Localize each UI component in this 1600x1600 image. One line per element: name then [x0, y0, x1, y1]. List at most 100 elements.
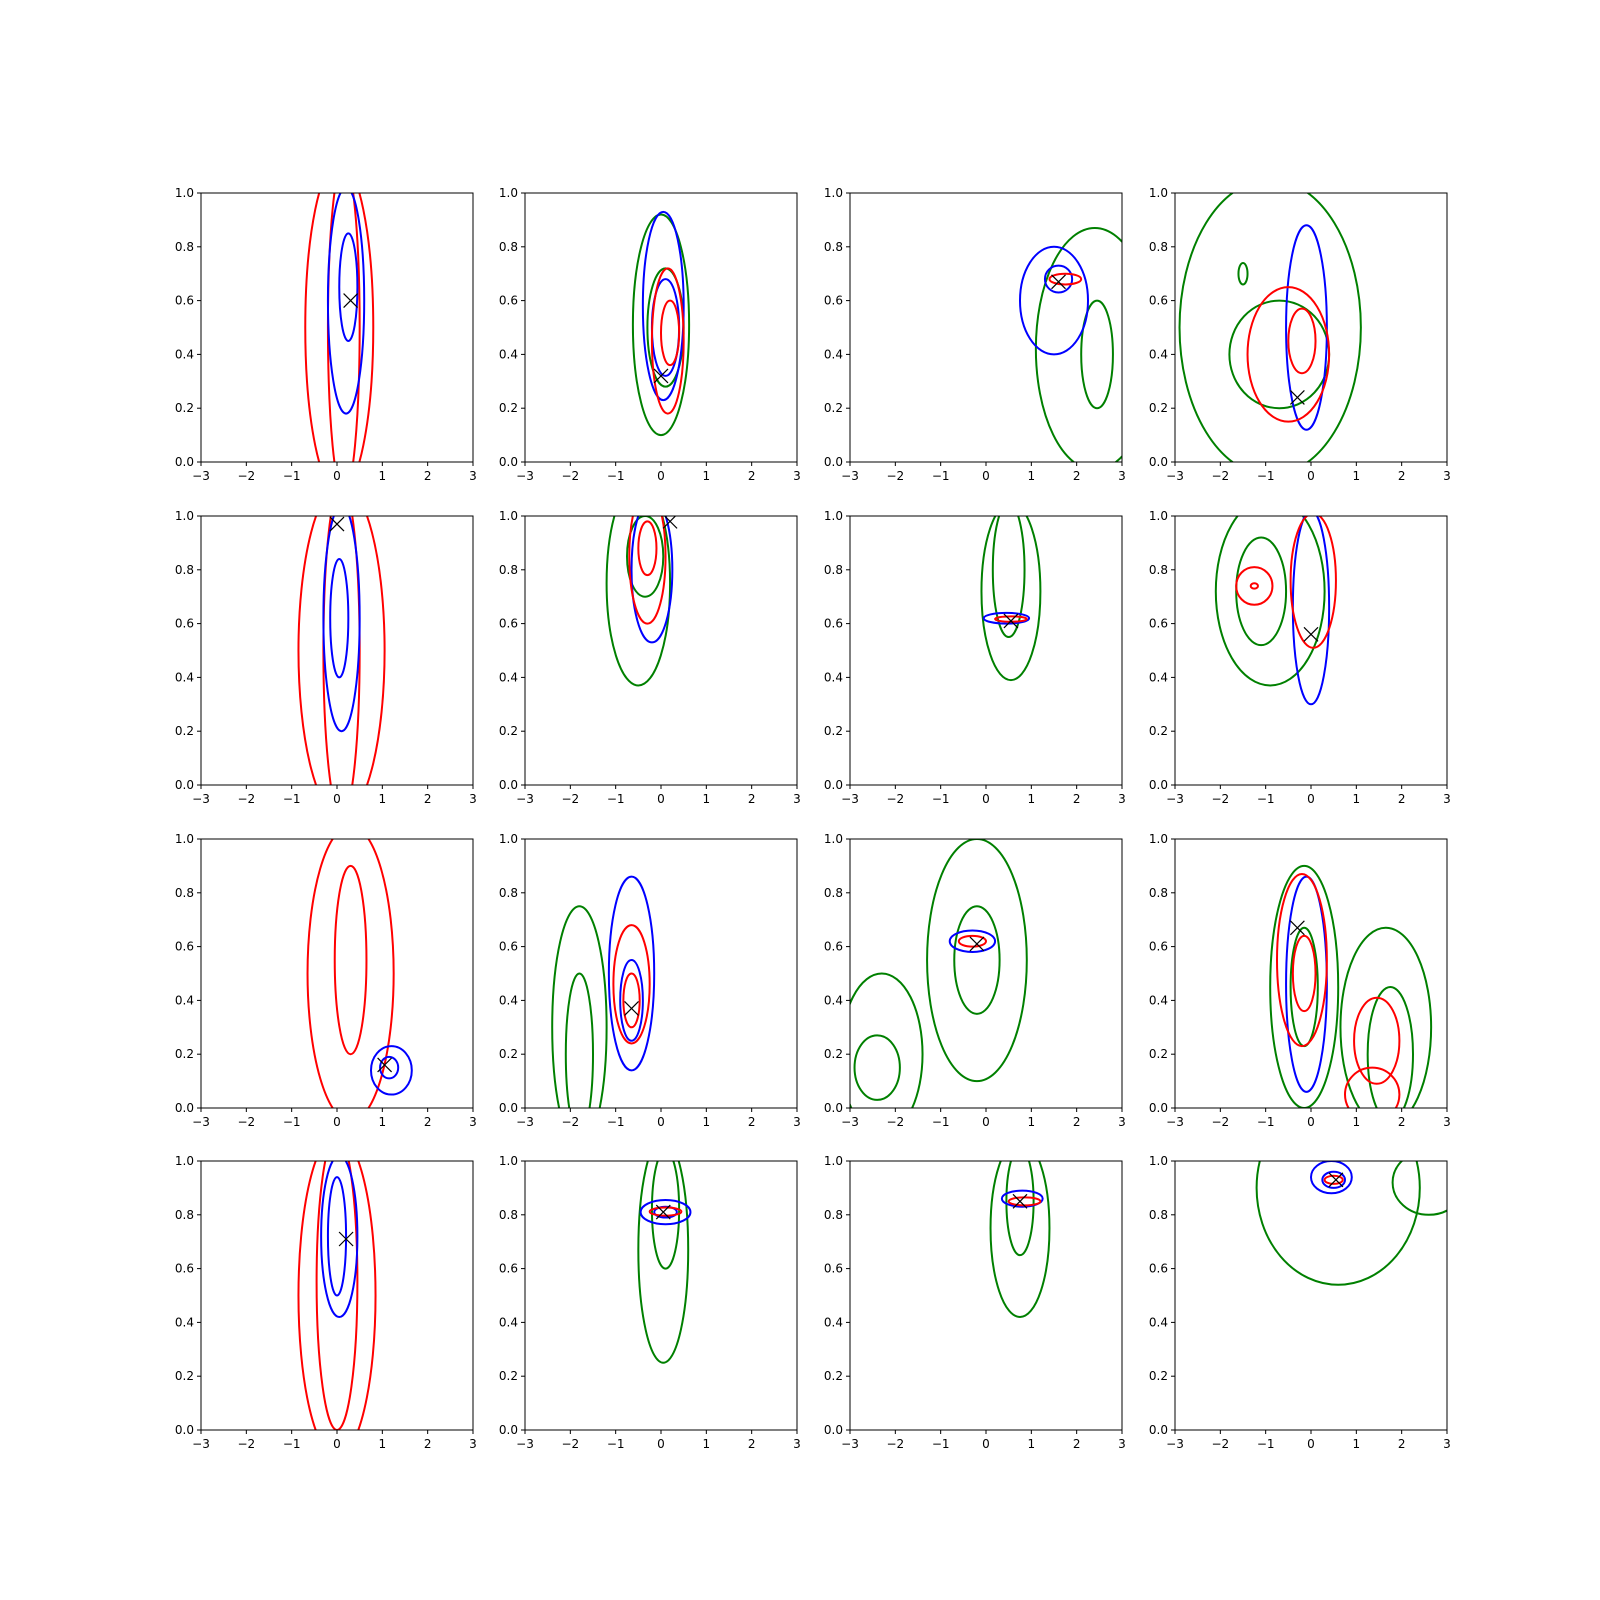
x-tick-label: 1 — [1028, 469, 1036, 483]
x-tick-label: −3 — [1166, 1115, 1184, 1129]
marker-stroke — [1012, 1193, 1028, 1209]
x-tick-label: −1 — [1257, 1437, 1275, 1451]
x-tick-label: 2 — [1073, 1437, 1081, 1451]
true-value-marker — [653, 368, 669, 384]
y-tick-label: 0.4 — [175, 1315, 194, 1329]
y-tick-label: 1.0 — [175, 186, 194, 200]
axes-frame — [849, 192, 1123, 463]
y-tick-label: 1.0 — [1149, 1154, 1168, 1168]
x-tick-label: 2 — [748, 792, 756, 806]
x-tick-label: 1 — [379, 469, 387, 483]
y-tick-label: 1.0 — [175, 832, 194, 846]
contour-red-2 — [333, 864, 368, 1056]
subplot-r1-c4: −3 −2 −1 0 1 2 3 0.0 0.2 0.4 0.6 0.8 1.0 — [1149, 186, 1451, 483]
x-tick-label: 3 — [1443, 469, 1451, 483]
contour-green-3 — [1237, 261, 1249, 286]
contour-green-3 — [1339, 926, 1433, 1108]
y-tick-label: 0.0 — [499, 778, 518, 792]
contour-blue-5 — [1285, 875, 1328, 1093]
marker-stroke — [1003, 613, 1019, 629]
subplot-r1-c2: −3 −2 −1 0 1 2 3 0.0 0.2 0.4 0.6 0.8 1.0 — [499, 186, 801, 483]
contour-red-2 — [315, 1161, 359, 1430]
x-tick-label: 3 — [793, 792, 801, 806]
y-tick-label: 0.0 — [175, 1101, 194, 1115]
plot-area — [297, 516, 386, 785]
y-tick-label: 0.0 — [499, 455, 518, 469]
x-tick-label: −1 — [607, 1115, 625, 1129]
y-tick-label: 0.6 — [499, 294, 518, 308]
x-tick-label: −3 — [841, 792, 859, 806]
y-tick-label: 0.0 — [499, 1423, 518, 1437]
y-tick-label: 0.8 — [175, 240, 194, 254]
contour-green-1 — [926, 839, 1028, 1083]
plot-area — [631, 210, 691, 437]
subplot-r1-c1: −3 −2 −1 0 1 2 3 0.0 0.2 0.4 0.6 0.8 1.0 — [175, 186, 477, 483]
plot-area — [850, 839, 1028, 1108]
x-tick-label: −2 — [886, 792, 904, 806]
contour-blue-4 — [619, 959, 644, 1042]
x-tick-label: −1 — [1257, 1115, 1275, 1129]
x-tick-label: −3 — [1166, 469, 1184, 483]
plot-area — [1269, 864, 1433, 1108]
x-tick-label: −2 — [1211, 1115, 1229, 1129]
x-tick-label: 1 — [1353, 792, 1361, 806]
y-tick-label: 0.8 — [499, 563, 518, 577]
contour-blue-3 — [607, 875, 656, 1072]
x-tick-label: −2 — [561, 792, 579, 806]
x-tick-label: −3 — [192, 1437, 210, 1451]
marker-stroke — [662, 516, 677, 529]
y-tick-label: 1.0 — [499, 832, 518, 846]
y-tick-label: 0.8 — [824, 563, 843, 577]
y-tick-label: 0.2 — [1149, 1369, 1168, 1383]
y-tick-label: 0.4 — [1149, 347, 1168, 361]
subplot-r4-c1: −3 −2 −1 0 1 2 3 0.0 0.2 0.4 0.6 0.8 1.0 — [175, 1154, 477, 1451]
y-tick-label: 1.0 — [1149, 186, 1168, 200]
contour-blue-3 — [322, 516, 361, 733]
x-tick-label: 2 — [748, 469, 756, 483]
y-tick-label: 0.2 — [1149, 724, 1168, 738]
contour-blue-4 — [1321, 1170, 1346, 1189]
contour-red-9 — [1344, 1066, 1401, 1108]
x-tick-label: −1 — [607, 792, 625, 806]
axes-frame — [1174, 515, 1448, 786]
true-value-marker — [1012, 1193, 1028, 1209]
y-tick-label: 0.4 — [499, 670, 518, 684]
y-tick-label: 1.0 — [824, 832, 843, 846]
x-tick-label: 3 — [469, 1437, 477, 1451]
x-tick-label: −2 — [886, 1437, 904, 1451]
x-tick-label: −2 — [561, 1115, 579, 1129]
x-tick-label: 3 — [793, 1115, 801, 1129]
y-tick-label: 0.8 — [1149, 563, 1168, 577]
true-value-marker — [343, 293, 359, 309]
y-tick-label: 0.6 — [824, 617, 843, 631]
x-tick-label: −1 — [1257, 792, 1275, 806]
axes-frame — [524, 515, 798, 786]
true-value-marker — [329, 516, 345, 532]
axes-frame — [200, 192, 474, 463]
y-tick-label: 0.6 — [1149, 1262, 1168, 1276]
y-tick-label: 1.0 — [1149, 832, 1168, 846]
x-tick-label: −2 — [237, 469, 255, 483]
y-tick-label: 0.8 — [824, 886, 843, 900]
contour-blue-4 — [329, 558, 350, 679]
y-tick-label: 0.0 — [499, 1101, 518, 1115]
y-tick-label: 0.0 — [175, 1423, 194, 1437]
contour-red-6 — [1276, 872, 1328, 1048]
x-tick-label: 2 — [424, 792, 432, 806]
x-tick-label: 2 — [1398, 1437, 1406, 1451]
y-tick-label: 0.6 — [824, 294, 843, 308]
x-tick-label: 1 — [703, 1115, 711, 1129]
subplot-r4-c4: −3 −2 −1 0 1 2 3 0.0 0.2 0.4 0.6 0.8 1.0 — [1149, 1154, 1451, 1451]
x-tick-label: −3 — [516, 469, 534, 483]
contour-green-1 — [1255, 1161, 1421, 1286]
y-tick-label: 1.0 — [824, 1154, 843, 1168]
y-tick-label: 1.0 — [499, 509, 518, 523]
x-tick-label: −1 — [1257, 469, 1275, 483]
x-tick-label: −1 — [932, 792, 950, 806]
contour-blue-4 — [326, 1176, 348, 1297]
x-tick-label: 1 — [703, 1437, 711, 1451]
y-tick-label: 0.0 — [175, 778, 194, 792]
x-tick-label: 0 — [333, 1115, 341, 1129]
subplot-r3-c2: −3 −2 −1 0 1 2 3 0.0 0.2 0.4 0.6 0.8 1.0 — [499, 832, 801, 1129]
